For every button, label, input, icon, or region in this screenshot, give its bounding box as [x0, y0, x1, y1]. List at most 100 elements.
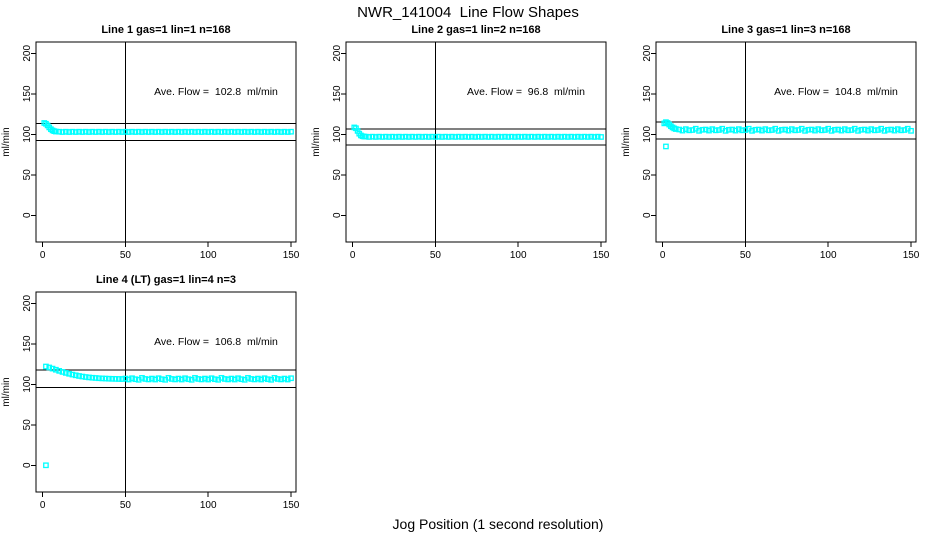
data-point [195, 128, 202, 135]
data-point [442, 133, 449, 140]
data-point [505, 134, 512, 140]
data-point [182, 375, 188, 382]
panel-line-1-title: Line 1 gas=1 lin=1 n=168 [101, 24, 231, 36]
data-point [805, 126, 812, 133]
data-point [92, 129, 99, 135]
data-point [53, 128, 59, 135]
data-point [416, 133, 422, 140]
data-point [898, 127, 904, 134]
data-point [115, 128, 122, 135]
data-point [686, 127, 692, 134]
y-tick-label: 50 [642, 169, 653, 181]
data-point [221, 376, 228, 382]
x-tick-label: 50 [430, 250, 442, 261]
data-point [281, 128, 288, 135]
data-point [482, 133, 488, 140]
y-axis-unit-label: ml/min [311, 127, 322, 156]
data-point [861, 126, 868, 133]
data-point [106, 129, 112, 135]
data-point [132, 129, 139, 135]
data-point [175, 128, 182, 135]
data-point [235, 128, 241, 135]
data-point [782, 126, 789, 133]
data-point [89, 128, 96, 135]
data-point [591, 134, 598, 140]
plot-frame [35, 41, 297, 243]
y-tick-label: 100 [22, 126, 33, 143]
data-point [689, 127, 696, 133]
data-point [99, 129, 106, 135]
data-point [712, 127, 719, 134]
data-point [248, 376, 255, 382]
y-tick-label: 0 [22, 212, 33, 218]
data-point [749, 127, 755, 134]
data-point [72, 129, 79, 135]
data-point [538, 134, 545, 140]
panel-line-4-title: Line 4 (LT) gas=1 lin=4 n=3 [95, 274, 237, 286]
data-point [545, 134, 551, 140]
data-point [112, 376, 119, 382]
data-point [588, 133, 594, 140]
data-point [192, 375, 198, 381]
data-point [182, 128, 188, 135]
data-point [702, 126, 709, 133]
data-point [43, 363, 49, 370]
data-point [264, 376, 271, 383]
x-tick-label: 0 [350, 250, 356, 261]
data-point [89, 374, 96, 381]
data-point [274, 376, 281, 382]
data-point [389, 133, 396, 140]
data-point [462, 133, 469, 140]
data-point [69, 371, 76, 378]
data-point [135, 128, 142, 135]
data-point [485, 134, 492, 140]
data-point [571, 134, 578, 140]
data-point [258, 376, 265, 383]
data-point [155, 128, 162, 135]
x-tick-label: 100 [510, 250, 527, 261]
data-point [238, 376, 245, 383]
data-point [215, 128, 222, 135]
data-point [726, 126, 732, 133]
data-point [376, 133, 382, 140]
plot-frame [655, 41, 917, 243]
data-point [581, 133, 588, 140]
data-point [152, 376, 159, 383]
y-tick-label: 200 [22, 45, 33, 62]
data-point [185, 376, 192, 383]
x-tick-label: 50 [740, 250, 752, 261]
x-tick-label: 150 [903, 250, 920, 261]
data-point [172, 129, 178, 135]
data-point [541, 133, 548, 140]
data-point [676, 126, 683, 133]
data-point [255, 375, 261, 382]
y-tick-label: 150 [22, 85, 33, 102]
data-point [79, 129, 86, 135]
x-tick-label: 150 [283, 250, 300, 261]
y-tick-label: 50 [22, 169, 33, 181]
y-tick-label: 0 [642, 212, 653, 218]
data-point [795, 127, 802, 133]
data-point [102, 128, 109, 135]
x-tick-label: 0 [40, 250, 46, 261]
panel-line-1-plot: 0 50 100 150 0 50 100 150 200 ml/min [1, 41, 300, 261]
data-point [139, 129, 145, 135]
data-point [86, 129, 92, 135]
data-point [241, 128, 248, 135]
data-point [212, 129, 218, 135]
data-point [406, 134, 412, 140]
data-point [198, 376, 205, 383]
data-point [82, 128, 89, 135]
data-point [165, 129, 172, 135]
data-point [478, 134, 485, 140]
data-point [812, 127, 818, 134]
data-point [392, 134, 399, 140]
data-point [682, 126, 689, 132]
data-point [822, 127, 828, 133]
data-point [284, 376, 291, 383]
data-point [271, 375, 278, 381]
data-point [445, 134, 452, 140]
data-point [139, 375, 145, 381]
data-point [881, 127, 888, 134]
data-point [284, 129, 291, 135]
